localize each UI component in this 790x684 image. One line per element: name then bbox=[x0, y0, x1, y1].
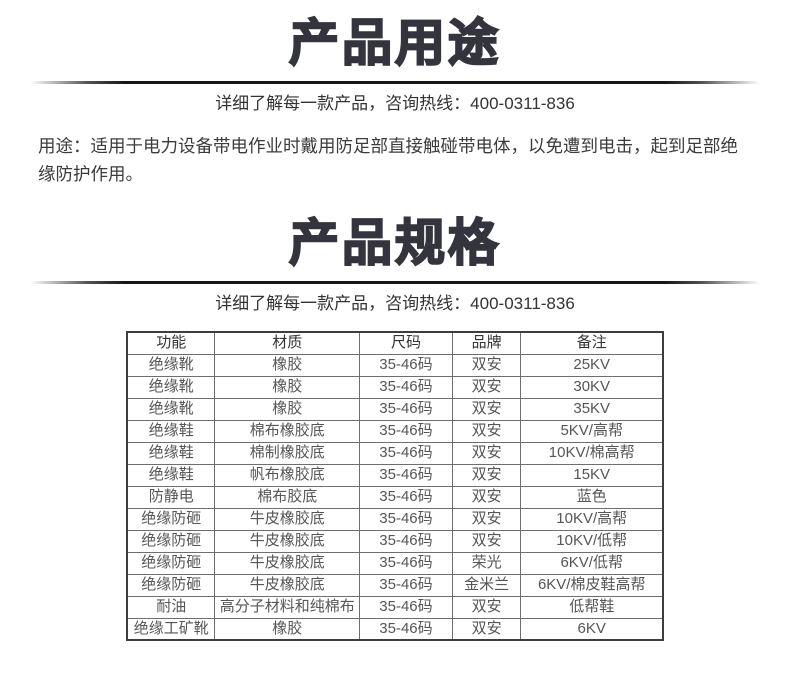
column-header: 材质 bbox=[214, 331, 361, 355]
table-cell: 双安 bbox=[451, 419, 522, 443]
table-row: 绝缘靴 橡胶 35-46码 双安 30KV bbox=[126, 375, 664, 399]
table-cell: 高分子材料和纯棉布 bbox=[214, 595, 361, 619]
table-cell: 35-46码 bbox=[359, 551, 453, 575]
table-cell: 35-46码 bbox=[359, 529, 453, 553]
table-cell: 6KV/棉皮鞋高帮 bbox=[520, 573, 664, 597]
table-cell: 橡胶 bbox=[214, 617, 361, 641]
table-cell: 35-46码 bbox=[359, 617, 453, 641]
table-cell: 35-46码 bbox=[359, 375, 453, 399]
table-cell: 绝缘防砸 bbox=[126, 507, 216, 531]
table-cell: 双安 bbox=[451, 507, 522, 531]
table-row: 绝缘靴 橡胶 35-46码 双安 25KV bbox=[126, 353, 664, 377]
table-cell: 绝缘靴 bbox=[126, 375, 216, 399]
table-cell: 牛皮橡胶底 bbox=[214, 507, 361, 531]
table-cell: 绝缘靴 bbox=[126, 353, 216, 377]
table-cell: 6KV/低帮 bbox=[520, 551, 664, 575]
column-header: 备注 bbox=[520, 331, 664, 355]
table-cell: 帆布橡胶底 bbox=[214, 463, 361, 487]
table-cell: 双安 bbox=[451, 617, 522, 641]
table-cell: 牛皮橡胶底 bbox=[214, 529, 361, 553]
table-cell: 牛皮橡胶底 bbox=[214, 573, 361, 597]
table-cell: 双安 bbox=[451, 595, 522, 619]
table-cell: 绝缘鞋 bbox=[126, 419, 216, 443]
usage-section: 产品用途 详细了解每一款产品，咨询热线：400-0311-836 用途：适用于电… bbox=[0, 14, 790, 188]
hotline-text: 详细了解每一款产品，咨询热线：400-0311-836 bbox=[215, 294, 575, 313]
table-cell: 25KV bbox=[520, 353, 664, 377]
table-cell: 35-46码 bbox=[359, 573, 453, 597]
table-cell: 低帮鞋 bbox=[520, 595, 664, 619]
section-divider bbox=[30, 281, 760, 284]
section-divider bbox=[30, 81, 760, 84]
table-row: 绝缘靴 橡胶 35-46码 双安 35KV bbox=[126, 397, 664, 421]
table-cell: 绝缘防砸 bbox=[126, 573, 216, 597]
table-cell: 绝缘工矿靴 bbox=[126, 617, 216, 641]
table-cell: 橡胶 bbox=[214, 375, 361, 399]
table-cell: 35-46码 bbox=[359, 441, 453, 465]
table-row: 绝缘鞋 棉布橡胶底 35-46码 双安 5KV/高帮 bbox=[126, 419, 664, 443]
table-header-row: 功能 材质 尺码 品牌 备注 bbox=[126, 331, 664, 355]
table-cell: 双安 bbox=[451, 463, 522, 487]
table-cell: 棉布橡胶底 bbox=[214, 419, 361, 443]
table-cell: 橡胶 bbox=[214, 353, 361, 377]
table-cell: 10KV/低帮 bbox=[520, 529, 664, 553]
column-header: 尺码 bbox=[359, 331, 453, 355]
table-cell: 绝缘防砸 bbox=[126, 529, 216, 553]
table-row: 绝缘鞋 棉制橡胶底 35-46码 双安 10KV/棉高帮 bbox=[126, 441, 664, 465]
table-cell: 35-46码 bbox=[359, 353, 453, 377]
table-row: 绝缘防砸 牛皮橡胶底 35-46码 荣光 6KV/低帮 bbox=[126, 551, 664, 575]
spec-table: 功能 材质 尺码 品牌 备注 绝缘靴 橡胶 35-46码 双安 25KV 绝缘靴 橡胶 35-46码双… bbox=[126, 331, 664, 641]
table-body: 绝缘靴 橡胶 35-46码 双安 25KV 绝缘靴 橡胶 35-46码 双安 30KV 绝缘靴 橡胶 3… bbox=[126, 353, 664, 641]
table-cell: 双安 bbox=[451, 397, 522, 421]
table-cell: 耐油 bbox=[126, 595, 216, 619]
table-row: 绝缘鞋 帆布橡胶底 35-46码 双安 15KV bbox=[126, 463, 664, 487]
table-cell: 橡胶 bbox=[214, 397, 361, 421]
table-cell: 35-46码 bbox=[359, 419, 453, 443]
table-cell: 35-46码 bbox=[359, 485, 453, 509]
spec-section: 产品规格 详细了解每一款产品，咨询热线：400-0311-836 功能 材质 尺码品… bbox=[0, 214, 790, 641]
table-cell: 双安 bbox=[451, 375, 522, 399]
table-cell: 金米兰 bbox=[451, 573, 522, 597]
table-cell: 绝缘鞋 bbox=[126, 441, 216, 465]
table-cell: 5KV/高帮 bbox=[520, 419, 664, 443]
table-row: 绝缘工矿靴 橡胶 35-46码 双安 6KV bbox=[126, 617, 664, 641]
table-row: 耐油 高分子材料和纯棉布 35-46码 双安 低帮鞋 bbox=[126, 595, 664, 619]
table-cell: 双安 bbox=[451, 485, 522, 509]
usage-section-title: 产品用途 bbox=[288, 14, 501, 72]
table-cell: 10KV/高帮 bbox=[520, 507, 664, 531]
table-cell: 双安 bbox=[451, 529, 522, 553]
column-header: 功能 bbox=[126, 331, 216, 355]
table-cell: 30KV bbox=[520, 375, 664, 399]
table-cell: 牛皮橡胶底 bbox=[214, 551, 361, 575]
table-cell: 绝缘靴 bbox=[126, 397, 216, 421]
column-header: 品牌 bbox=[451, 331, 522, 355]
table-cell: 35KV bbox=[520, 397, 664, 421]
hotline-text: 详细了解每一款产品，咨询热线：400-0311-836 bbox=[215, 94, 575, 113]
table-cell: 35-46码 bbox=[359, 397, 453, 421]
table-cell: 棉制橡胶底 bbox=[214, 441, 361, 465]
table-cell: 15KV bbox=[520, 463, 664, 487]
table-row: 绝缘防砸 牛皮橡胶底 35-46码 双安 10KV/高帮 bbox=[126, 507, 664, 531]
table-cell: 双安 bbox=[451, 441, 522, 465]
table-cell: 蓝色 bbox=[520, 485, 664, 509]
table-cell: 35-46码 bbox=[359, 463, 453, 487]
table-cell: 35-46码 bbox=[359, 507, 453, 531]
table-cell: 荣光 bbox=[451, 551, 522, 575]
table-cell: 绝缘鞋 bbox=[126, 463, 216, 487]
table-row: 防静电 棉布胶底 35-46码 双安 蓝色 bbox=[126, 485, 664, 509]
table-row: 绝缘防砸 牛皮橡胶底 35-46码 金米兰 6KV/棉皮鞋高帮 bbox=[126, 573, 664, 597]
spec-section-title: 产品规格 bbox=[288, 214, 501, 272]
usage-description: 用途：适用于电力设备带电作业时戴用防足部直接触碰带电体，以免遭到电击，起到足部绝… bbox=[38, 136, 738, 184]
table-cell: 35-46码 bbox=[359, 595, 453, 619]
table-cell: 棉布胶底 bbox=[214, 485, 361, 509]
table-row: 绝缘防砸 牛皮橡胶底 35-46码 双安 10KV/低帮 bbox=[126, 529, 664, 553]
table-cell: 双安 bbox=[451, 353, 522, 377]
table-cell: 绝缘防砸 bbox=[126, 551, 216, 575]
table-cell: 6KV bbox=[520, 617, 664, 641]
table-cell: 防静电 bbox=[126, 485, 216, 509]
table-cell: 10KV/棉高帮 bbox=[520, 441, 664, 465]
